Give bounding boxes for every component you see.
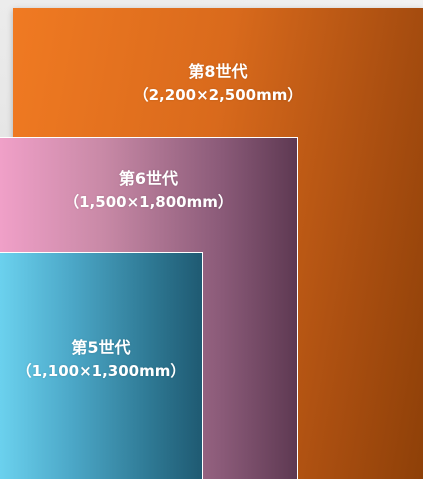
gen5-panel: 第5世代 （1,100×1,300mm） bbox=[0, 252, 203, 479]
gen8-title: 第8世代 bbox=[188, 62, 248, 81]
gen6-label: 第6世代 （1,500×1,800mm） bbox=[0, 167, 297, 214]
gen5-title: 第5世代 bbox=[71, 338, 131, 357]
gen5-size: （1,100×1,300mm） bbox=[16, 362, 186, 380]
gen8-label: 第8世代 （2,200×2,500mm） bbox=[13, 60, 423, 107]
gen8-size: （2,200×2,500mm） bbox=[133, 86, 303, 104]
gen5-label: 第5世代 （1,100×1,300mm） bbox=[0, 336, 202, 383]
gen6-title: 第6世代 bbox=[118, 169, 179, 188]
gen6-size: （1,500×1,800mm） bbox=[64, 193, 233, 211]
